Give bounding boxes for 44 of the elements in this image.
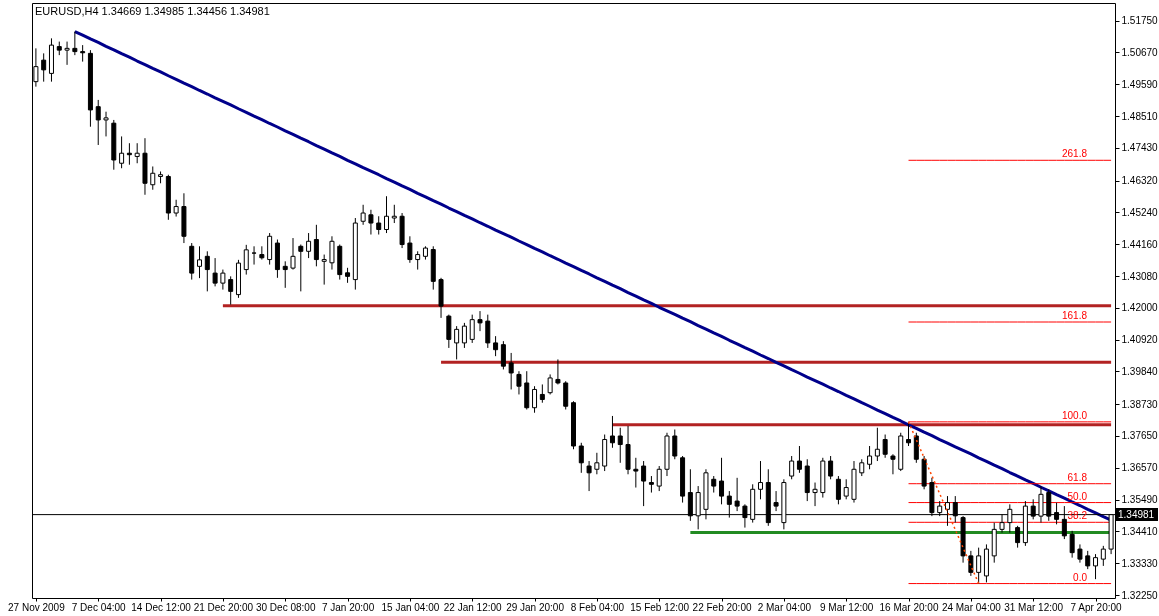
x-tick-label: 16 Mar 20:00 <box>879 601 939 613</box>
y-tick-label: 1.35490 <box>1121 494 1159 506</box>
x-tick-label: 21 Dec 20:00 <box>193 601 254 613</box>
series-label: 50.0 <box>1067 490 1088 502</box>
x-tick-label: 14 Dec 12:00 <box>131 601 192 613</box>
series-label: 0.0 <box>1073 571 1088 583</box>
x-tick-label: 30 Dec 08:00 <box>255 601 316 613</box>
series-label: 61.8 <box>1067 471 1088 483</box>
x-tick-label: 8 Feb 04:00 <box>570 601 625 613</box>
y-tick-label: 1.43080 <box>1121 270 1159 282</box>
x-tick-label: 31 Mar 12:00 <box>1004 601 1064 613</box>
series-label: 100.0 <box>1061 409 1088 421</box>
x-tick-label: 22 Jan 12:00 <box>443 601 503 613</box>
y-tick-label: 1.33330 <box>1121 557 1159 569</box>
x-tick-label: 24 Mar 04:00 <box>941 601 1002 613</box>
series-label: 161.8 <box>1061 310 1088 321</box>
y-tick-label: 1.40920 <box>1121 334 1159 346</box>
y-tick-label: 1.46320 <box>1121 175 1159 187</box>
x-tick-label: 9 Mar 12:00 <box>820 601 874 613</box>
chart-title: EURUSD,H4 1.34669 1.34985 1.34456 1.34981 <box>35 5 270 17</box>
y-tick-label: 1.39840 <box>1121 365 1159 377</box>
y-tick-label: 1.47430 <box>1121 142 1159 154</box>
x-tick-label: 7 Jan 20:00 <box>321 601 375 613</box>
y-tick-label: 1.50670 <box>1121 46 1159 58</box>
y-tick-label: 1.32250 <box>1121 589 1159 601</box>
y-tick-label: 1.42000 <box>1121 302 1159 314</box>
x-tick-label: 27 Nov 2009 <box>8 601 66 613</box>
x-tick-label: 29 Jan 20:00 <box>506 601 565 613</box>
x-tick-label: 15 Feb 12:00 <box>630 601 690 613</box>
y-tick-label: 1.38730 <box>1121 398 1159 410</box>
x-tick-label: 15 Jan 04:00 <box>381 601 440 613</box>
x-tick-label: 7 Apr 20:00 <box>1070 601 1123 613</box>
y-tick-label: 1.36570 <box>1121 462 1159 474</box>
y-tick-label: 1.37650 <box>1121 430 1159 442</box>
y-tick-label: 1.34410 <box>1121 525 1159 537</box>
y-tick-label: 1.49590 <box>1121 78 1159 90</box>
y-tick-label: 1.45240 <box>1121 206 1159 218</box>
x-tick-label: 2 Mar 04:00 <box>757 601 812 613</box>
y-tick-label: 1.51750 <box>1121 15 1159 27</box>
y-tick-label: 1.44160 <box>1121 238 1159 250</box>
x-tick-label: 7 Dec 04:00 <box>71 601 127 613</box>
x-tick-label: 22 Feb 20:00 <box>692 601 752 613</box>
series-label: 261.8 <box>1061 148 1088 160</box>
y-tick-label: 1.48510 <box>1121 110 1159 122</box>
